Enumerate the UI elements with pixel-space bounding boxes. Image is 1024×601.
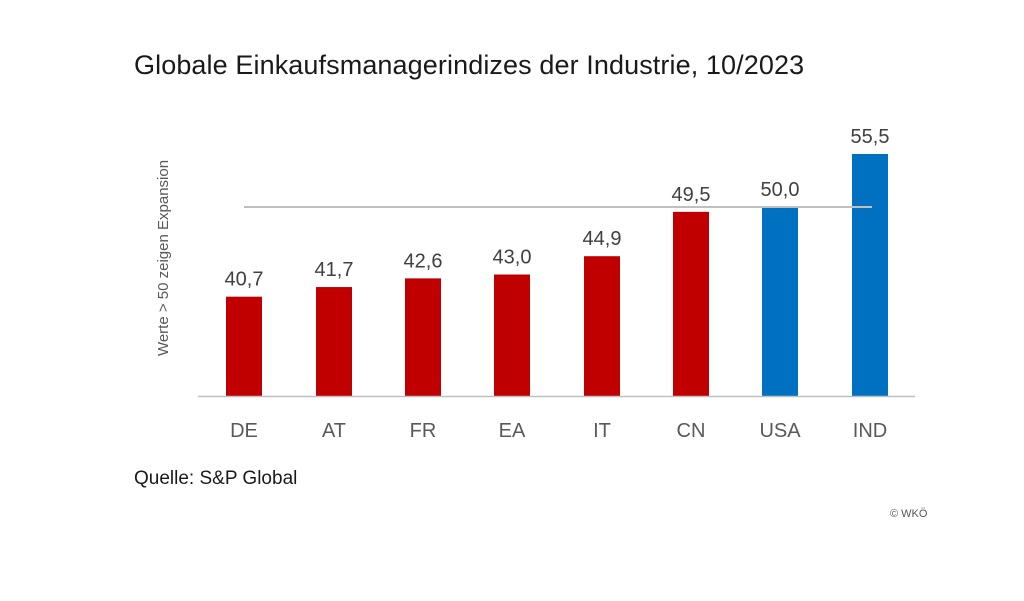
data-label-usa: 50,0 [761,179,800,201]
x-tick-label-usa: USA [759,420,801,442]
bar-ind [852,154,888,396]
y-axis-label: Werte > 50 zeigen Expansion [155,160,172,356]
data-label-cn: 49,5 [672,184,711,206]
bar-de [226,296,262,396]
x-tick-label-it: IT [593,420,611,442]
data-label-fr: 42,6 [404,250,443,272]
data-label-ea: 43,0 [493,247,532,269]
x-tick-label-fr: FR [410,420,437,442]
bar-it [584,256,620,396]
bar-at [316,287,352,396]
data-label-at: 41,7 [315,259,354,281]
copyright-note: © WKÖ [890,508,928,520]
data-label-ind: 55,5 [851,126,890,148]
bar-usa [762,207,798,396]
x-tick-label-ind: IND [853,420,887,442]
x-tick-label-ea: EA [499,420,526,442]
data-label-it: 44,9 [583,228,622,250]
bar-fr [405,278,441,396]
bar-ea [494,274,530,396]
source-note: Quelle: S&P Global [134,468,298,489]
bar-cn [673,211,709,396]
chart-title: Globale Einkaufsmanagerindizes der Indus… [134,50,805,80]
x-tick-label-at: AT [322,420,346,442]
data-label-de: 40,7 [225,269,264,291]
x-tick-label-de: DE [230,420,258,442]
plot-area: 40,7 DE 41,7 AT 42,6 FR 43,0 EA 44,9 IT 49,5 CN 50,0… [198,126,915,442]
x-tick-label-cn: CN [677,420,706,442]
